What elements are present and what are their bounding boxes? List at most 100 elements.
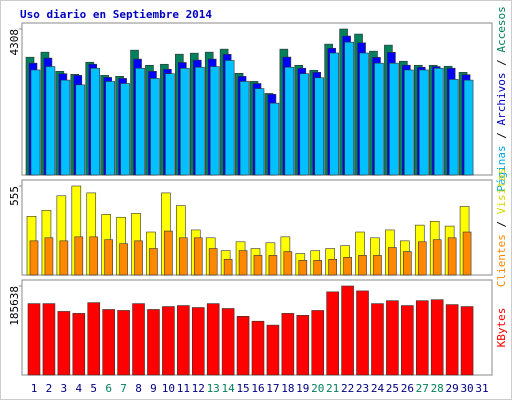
bar [238,250,248,276]
x-tick-label: 16 [251,382,264,395]
x-tick-label: 21 [326,382,339,395]
bar [344,41,354,176]
bar [251,320,265,376]
y-tick-label: 4308 [8,29,21,56]
x-tick-label: 12 [192,382,205,395]
x-tick-label: 18 [281,382,294,395]
bar [57,311,71,376]
bar [72,313,86,376]
chart-title: Uso diario en Septiembre 2014 [20,8,212,21]
bar [29,240,39,276]
bar [45,66,56,176]
bar [430,299,444,376]
bar [418,69,429,176]
bar [221,308,235,376]
x-tick-label: 14 [222,382,236,395]
bar [120,83,130,176]
bar [254,88,265,176]
bar [328,258,337,276]
x-tick-label: 9 [150,382,157,395]
bar [386,300,399,376]
legend-separator: / [495,53,508,73]
bar [311,310,325,376]
x-tick-label: 23 [356,382,369,395]
x-tick-label: 31 [475,382,488,395]
bar [404,69,414,176]
bar [329,52,339,176]
x-tick-label: 25 [386,382,399,395]
legend-separator: / [495,214,508,234]
x-tick-label: 10 [162,382,175,395]
bar [403,251,412,276]
legend-entry: Clientes [495,234,508,287]
legend-entry: Visitas [495,168,508,214]
bar [209,66,220,176]
x-tick-label: 29 [446,382,459,395]
bar [284,66,295,176]
bar [75,84,86,176]
legend: Clientes / Visitas [495,168,508,287]
bar [283,251,293,276]
x-tick-label: 11 [177,382,190,395]
bar [74,236,84,276]
bar [117,310,130,376]
bar [298,260,308,276]
bar [147,309,160,376]
bar [266,324,280,376]
x-tick-label: 17 [266,382,279,395]
bar [463,79,474,176]
x-tick-label: 20 [311,382,324,395]
bar [326,291,339,376]
x-tick-label: 2 [46,382,53,395]
bar [373,255,382,276]
legend-entry: Páginas [495,145,508,191]
bar [87,302,101,376]
bar [177,305,190,376]
bar [358,255,367,276]
bar [432,239,442,276]
bar [296,315,310,376]
legend: Páginas / Archivos / Accesos [495,6,508,191]
bar [281,313,295,376]
bar [132,303,145,376]
x-tick-label: 6 [105,382,112,395]
bar [59,240,69,276]
legend-entry: Archivos [495,73,508,126]
legend-entry: Accesos [495,6,508,52]
x-tick-label: 28 [431,382,444,395]
x-tick-label: 30 [460,382,473,395]
bar [179,237,188,276]
bar [445,304,459,376]
bar [389,62,399,176]
bar [462,231,472,276]
bar [401,305,414,376]
x-tick-label: 15 [236,382,249,395]
legend-entry: KBytes [495,308,508,348]
bar [206,303,220,376]
bar [239,81,250,176]
bar [191,307,205,376]
x-tick-label: 19 [296,382,309,395]
bar [224,60,235,176]
bar [236,316,250,376]
bar [447,237,457,276]
x-tick-label: 5 [90,382,97,395]
bar [313,260,323,276]
bar [314,77,325,176]
bar [42,303,56,376]
bar [60,79,71,176]
bar [104,239,113,276]
x-tick-label: 7 [120,382,127,395]
legend-separator: / [495,125,508,145]
bar [149,248,158,276]
legend: KBytes [495,308,508,348]
bar [415,300,429,376]
bar [343,257,352,276]
y-tick-label: 185638 [8,286,21,326]
x-tick-label: 27 [416,382,429,395]
bar [119,243,128,276]
bar [165,73,175,176]
bar [44,237,54,276]
bar [460,306,474,376]
